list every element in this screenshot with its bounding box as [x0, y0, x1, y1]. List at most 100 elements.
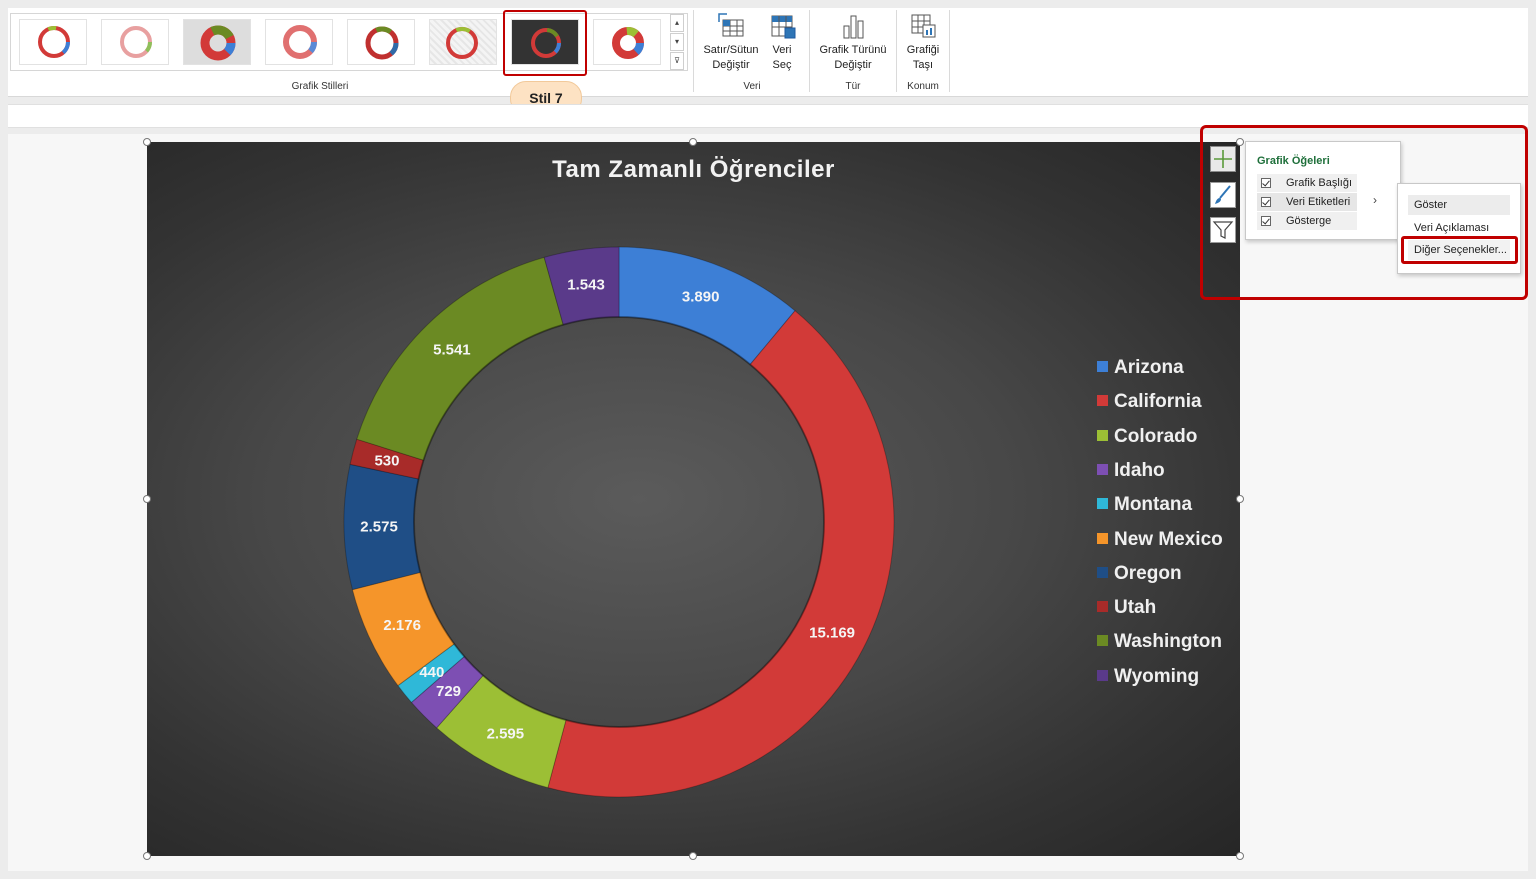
option-legend[interactable]: Gösterge — [1257, 212, 1357, 230]
move-chart-icon — [900, 10, 946, 40]
legend-item[interactable]: New Mexico — [1097, 528, 1223, 552]
gallery-more-button[interactable]: ⊽ — [670, 52, 684, 70]
chart-style-thumb — [120, 26, 152, 58]
data-label[interactable]: 729 — [436, 683, 461, 700]
data-label[interactable]: 3.890 — [682, 288, 720, 305]
chart-style-7[interactable] — [511, 19, 579, 65]
chart-styles-button[interactable] — [1210, 182, 1236, 208]
checkbox-legend[interactable] — [1261, 216, 1271, 226]
legend-item[interactable]: California — [1097, 390, 1202, 414]
group-label-type: Tür — [845, 81, 861, 92]
group-label-location: Konum — [907, 81, 939, 92]
ribbon-separator — [693, 10, 694, 92]
chart-filters-button[interactable] — [1210, 217, 1236, 243]
legend-swatch — [1097, 498, 1108, 510]
switch-row-column-label-2: Değiştir — [712, 59, 750, 71]
gallery-down-button[interactable]: ▾ — [670, 33, 684, 51]
resize-handle[interactable] — [143, 138, 151, 146]
chart-style-8[interactable] — [593, 19, 661, 65]
data-label[interactable]: 1.543 — [567, 276, 605, 293]
chart-style-5[interactable] — [347, 19, 415, 65]
legend-item[interactable]: Arizona — [1097, 356, 1184, 380]
select-data-label-1: Veri — [772, 44, 792, 56]
submenu-data-callout[interactable]: Veri Açıklaması — [1414, 222, 1490, 234]
donut-inner-edge — [413, 316, 825, 728]
legend-label: Washington — [1114, 631, 1222, 653]
group-label-data: Veri — [743, 81, 761, 92]
resize-handle[interactable] — [143, 495, 151, 503]
formula-bar[interactable] — [8, 104, 1528, 128]
gallery-up-button[interactable]: ▴ — [670, 14, 684, 32]
chevron-right-icon[interactable]: › — [1373, 193, 1377, 207]
option-data-labels-label: Veri Etiketleri — [1286, 196, 1351, 208]
chart-style-thumb — [200, 25, 236, 61]
donut-chart: 3.890 15.169 2.595 729 440 2.176 2.575 530 5.541… — [343, 246, 895, 798]
move-chart-label-2: Taşı — [912, 59, 934, 71]
chart-area[interactable]: Tam Zamanlı Öğrenciler 3.890 15.169 2.595 7… — [147, 142, 1240, 856]
legend-swatch — [1097, 395, 1108, 407]
ribbon-separator — [809, 10, 810, 92]
legend-item[interactable]: Montana — [1097, 493, 1192, 517]
legend-item[interactable]: Colorado — [1097, 425, 1197, 449]
chart-style-3[interactable] — [183, 19, 251, 65]
chart-style-1[interactable] — [19, 19, 87, 65]
legend-item[interactable]: Wyoming — [1097, 665, 1199, 689]
chart-style-thumb — [446, 27, 478, 59]
legend-swatch — [1097, 601, 1108, 613]
resize-handle[interactable] — [1236, 138, 1244, 146]
data-label[interactable]: 5.541 — [433, 342, 471, 359]
legend-item[interactable]: Oregon — [1097, 562, 1182, 586]
resize-handle[interactable] — [143, 852, 151, 860]
legend-swatch — [1097, 566, 1108, 578]
group-label-styles: Grafik Stilleri — [291, 81, 349, 92]
chart-style-thumb — [38, 26, 70, 58]
select-data-button[interactable]: Veri Seç — [764, 10, 800, 73]
legend-label: Idaho — [1114, 459, 1165, 481]
chart-style-6[interactable] — [429, 19, 497, 65]
legend-item[interactable]: Washington — [1097, 630, 1222, 654]
move-chart-button[interactable]: Grafiği Taşı — [900, 10, 946, 73]
donut-slice-oregon[interactable] — [343, 463, 421, 591]
donut-data-labels: 3.890 15.169 2.595 729 440 2.176 2.575 530 5.541… — [360, 276, 855, 742]
submenu-show[interactable]: Göster — [1408, 195, 1510, 215]
option-legend-label: Gösterge — [1286, 215, 1332, 227]
change-chart-type-button[interactable]: Grafik Türünü Değiştir — [814, 10, 892, 73]
chart-elements-popup: Grafik Öğeleri Grafik Başlığı Veri Etike… — [1245, 141, 1401, 240]
highlight-box — [1200, 125, 1528, 300]
chart-elements-button[interactable] — [1210, 146, 1236, 172]
chart-style-2[interactable] — [101, 19, 169, 65]
legend-label: Wyoming — [1114, 665, 1200, 687]
data-label[interactable]: 2.575 — [360, 518, 398, 535]
option-chart-title[interactable]: Grafik Başlığı — [1257, 174, 1357, 192]
resize-handle[interactable] — [1236, 495, 1244, 503]
checkbox-chart-title[interactable] — [1261, 178, 1271, 188]
switch-row-column-icon — [700, 10, 762, 40]
gallery-scroll: ▴ ▾ ⊽ — [670, 14, 684, 70]
data-label[interactable]: 530 — [374, 453, 399, 470]
data-label[interactable]: 440 — [419, 664, 444, 681]
resize-handle[interactable] — [689, 138, 697, 146]
legend-label: Arizona — [1114, 357, 1184, 378]
legend-item[interactable]: Idaho — [1097, 459, 1165, 483]
donut-slice-wyoming[interactable] — [543, 246, 620, 326]
legend-swatch — [1097, 532, 1108, 544]
donut-slices — [343, 246, 895, 798]
donut-slice-washington[interactable] — [356, 256, 564, 461]
ribbon-separator — [896, 10, 897, 92]
checkbox-data-labels[interactable] — [1261, 197, 1271, 207]
option-data-labels[interactable]: Veri Etiketleri — [1257, 193, 1357, 211]
change-chart-type-label-1: Grafik Türünü — [819, 44, 887, 56]
data-label[interactable]: 2.595 — [487, 725, 525, 742]
select-data-svg — [771, 15, 796, 39]
chart-style-4[interactable] — [265, 19, 333, 65]
donut-slice-utah[interactable] — [349, 438, 425, 480]
chart-title[interactable]: Tam Zamanlı Öğrenciler — [552, 156, 835, 183]
legend-item[interactable]: Utah — [1097, 596, 1156, 620]
resize-handle[interactable] — [689, 852, 697, 860]
donut-slice-california[interactable] — [547, 310, 895, 798]
resize-handle[interactable] — [1236, 852, 1244, 860]
switch-row-column-button[interactable]: Satır/Sütun Değiştir — [700, 10, 762, 73]
data-label[interactable]: 2.176 — [383, 617, 421, 634]
submenu-more-options[interactable]: Diğer Seçenekler... — [1408, 240, 1510, 260]
data-label[interactable]: 15.169 — [809, 624, 855, 641]
